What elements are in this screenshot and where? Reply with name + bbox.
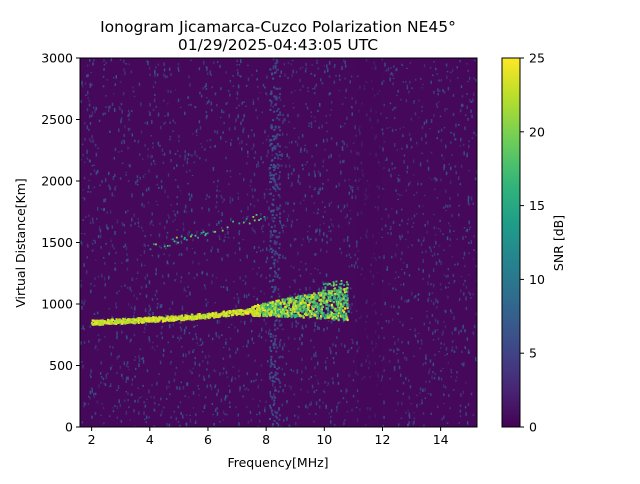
x-tick-label: 14 xyxy=(433,432,449,447)
colorbar: 0 5 10 15 20 25 xyxy=(501,51,545,435)
y-tick-label: 1000 xyxy=(41,297,73,312)
colorbar-tick-label: 10 xyxy=(529,272,545,287)
colorbar-tick-label: 15 xyxy=(529,198,545,213)
x-tick-label: 8 xyxy=(262,432,270,447)
colorbar-tick-label: 5 xyxy=(529,346,537,361)
quiet-band xyxy=(357,58,382,427)
chart-subtitle: 01/29/2025-04:43:05 UTC xyxy=(178,36,378,54)
y-tick-label: 3000 xyxy=(41,51,73,66)
colorbar-gradient xyxy=(501,57,521,428)
y-tick-label: 500 xyxy=(49,358,73,373)
spread-echo-cluster xyxy=(321,280,350,302)
y-tick-label: 1500 xyxy=(41,235,73,250)
y-axis-label: Virtual Distance[Km] xyxy=(13,178,28,308)
y-tick-label: 0 xyxy=(65,420,73,435)
heatmap-background xyxy=(80,58,477,427)
x-axis: 2 4 6 8 10 12 14 xyxy=(88,427,449,447)
x-tick-label: 10 xyxy=(316,432,332,447)
main-echo-trace xyxy=(90,286,350,326)
y-axis: 0 500 1000 1500 2000 2500 3000 xyxy=(41,51,80,435)
upper-echo-trace xyxy=(149,214,266,251)
echo-traces xyxy=(90,214,350,326)
x-tick-label: 6 xyxy=(204,432,212,447)
x-tick-label: 4 xyxy=(146,432,154,447)
colorbar-tick-label: 25 xyxy=(529,51,545,66)
x-tick-label: 12 xyxy=(375,432,391,447)
noise-speckle xyxy=(80,58,477,427)
x-axis-label: Frequency[MHz] xyxy=(227,455,328,470)
chart-title: Ionogram Jicamarca-Cuzco Polarization NE… xyxy=(100,18,456,36)
colorbar-label: SNR [dB] xyxy=(551,215,566,271)
colorbar-tick-label: 0 xyxy=(529,420,537,435)
y-tick-label: 2500 xyxy=(41,112,73,127)
plot-area xyxy=(79,57,478,428)
x-tick-label: 2 xyxy=(88,432,96,447)
y-tick-label: 2000 xyxy=(41,174,73,189)
colorbar-tick-label: 20 xyxy=(529,124,545,139)
